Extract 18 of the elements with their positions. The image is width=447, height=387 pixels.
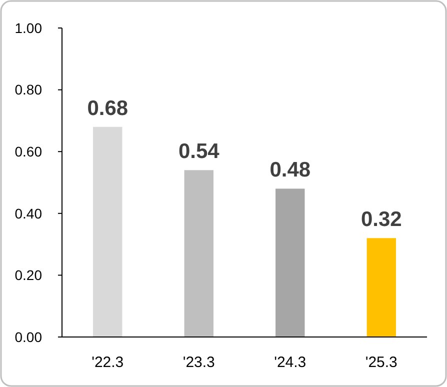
y-tick-label: 0.40 xyxy=(14,205,42,222)
data-label: 0.32 xyxy=(360,208,402,232)
y-tick-label: 1.00 xyxy=(14,20,42,36)
bar xyxy=(366,238,396,337)
x-tick-label: '24.3 xyxy=(274,354,306,371)
bar xyxy=(93,126,122,337)
y-tick-label: 0.00 xyxy=(14,328,42,345)
x-tick-label: '25.3 xyxy=(365,354,398,371)
bar xyxy=(184,170,214,337)
data-label: 0.68 xyxy=(87,96,128,120)
x-tick-label: '23.3 xyxy=(182,354,215,371)
y-tick-label: 0.80 xyxy=(14,82,42,98)
y-tick-label: 0.60 xyxy=(14,144,42,160)
x-tick-label: '22.3 xyxy=(92,354,124,371)
y-tick-label: 0.20 xyxy=(14,267,42,284)
data-label: 0.54 xyxy=(178,140,220,164)
bar xyxy=(276,188,305,337)
data-label: 0.48 xyxy=(270,158,311,182)
